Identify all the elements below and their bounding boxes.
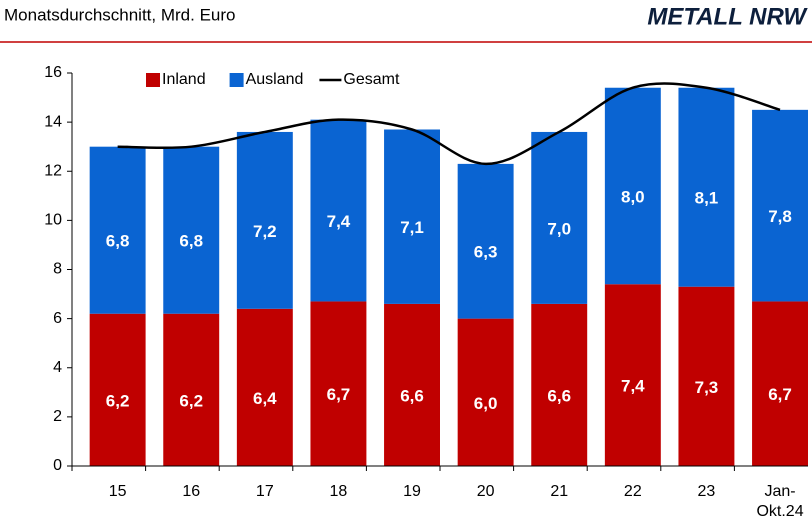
y-tick-label: 12	[44, 162, 62, 179]
y-tick-label: 14	[44, 113, 62, 130]
bar	[457, 163, 514, 319]
bar	[531, 131, 588, 304]
bar	[531, 303, 588, 466]
bar	[678, 87, 735, 287]
chart-subtitle: Monatsdurchschnitt, Mrd. Euro	[4, 5, 235, 24]
x-tick-label: 20	[477, 483, 495, 500]
y-tick-label: 16	[44, 64, 62, 81]
x-tick-label: Jan-Okt.24	[756, 483, 803, 520]
value-label: 6,3	[474, 243, 498, 262]
value-label: 7,4	[621, 377, 645, 396]
bar	[163, 313, 220, 466]
bar	[752, 109, 808, 302]
logo: METALL NRW	[647, 3, 808, 30]
value-label: 6,6	[547, 386, 571, 405]
value-label: 8,0	[621, 187, 645, 206]
value-label: 6,2	[106, 391, 130, 410]
x-tick-label: 16	[182, 483, 200, 500]
value-label: 6,4	[253, 389, 277, 408]
legend-swatch	[229, 73, 244, 87]
y-tick-label: 8	[53, 261, 62, 278]
x-tick-label: 17	[256, 483, 274, 500]
value-label: 6,8	[106, 232, 130, 251]
bar	[89, 146, 146, 314]
value-label: 7,4	[327, 212, 351, 231]
value-label: 6,2	[179, 391, 203, 410]
legend-label: Ausland	[246, 71, 304, 88]
value-label: 6,7	[327, 385, 351, 404]
bar	[384, 129, 440, 304]
bar	[678, 286, 735, 466]
bar	[457, 318, 514, 466]
bar	[752, 301, 808, 466]
value-label: 7,0	[547, 219, 571, 238]
y-tick-label: 0	[53, 457, 62, 474]
y-tick-label: 2	[53, 408, 62, 425]
legend-label: Gesamt	[343, 71, 400, 88]
legend-label: Inland	[162, 71, 206, 88]
y-tick-label: 6	[53, 310, 62, 327]
value-label: 7,1	[400, 218, 424, 237]
value-label: 7,3	[695, 378, 719, 397]
legend-swatch	[146, 73, 160, 87]
value-label: 6,0	[474, 394, 498, 413]
bar	[310, 119, 367, 302]
x-tick-label: 22	[624, 483, 642, 500]
x-tick-label: 15	[109, 483, 127, 500]
value-label: 7,2	[253, 222, 277, 241]
y-tick-label: 4	[53, 359, 62, 376]
bar	[236, 308, 293, 466]
value-label: 6,8	[179, 232, 203, 251]
x-tick-label: 18	[330, 483, 348, 500]
bar	[384, 303, 440, 466]
value-label: 8,1	[695, 189, 719, 208]
x-tick-label: 23	[698, 483, 716, 500]
bar	[604, 284, 661, 466]
x-tick-label: 21	[550, 483, 568, 500]
value-label: 6,6	[400, 386, 424, 405]
value-label: 6,7	[768, 385, 792, 404]
bar	[89, 313, 146, 466]
bar	[604, 87, 661, 285]
value-label: 7,8	[768, 207, 792, 226]
bar	[163, 146, 220, 314]
y-tick-label: 10	[44, 212, 62, 229]
bar	[236, 131, 293, 309]
line	[117, 82, 781, 166]
x-tick-label: 19	[403, 483, 421, 500]
bar	[310, 301, 367, 466]
